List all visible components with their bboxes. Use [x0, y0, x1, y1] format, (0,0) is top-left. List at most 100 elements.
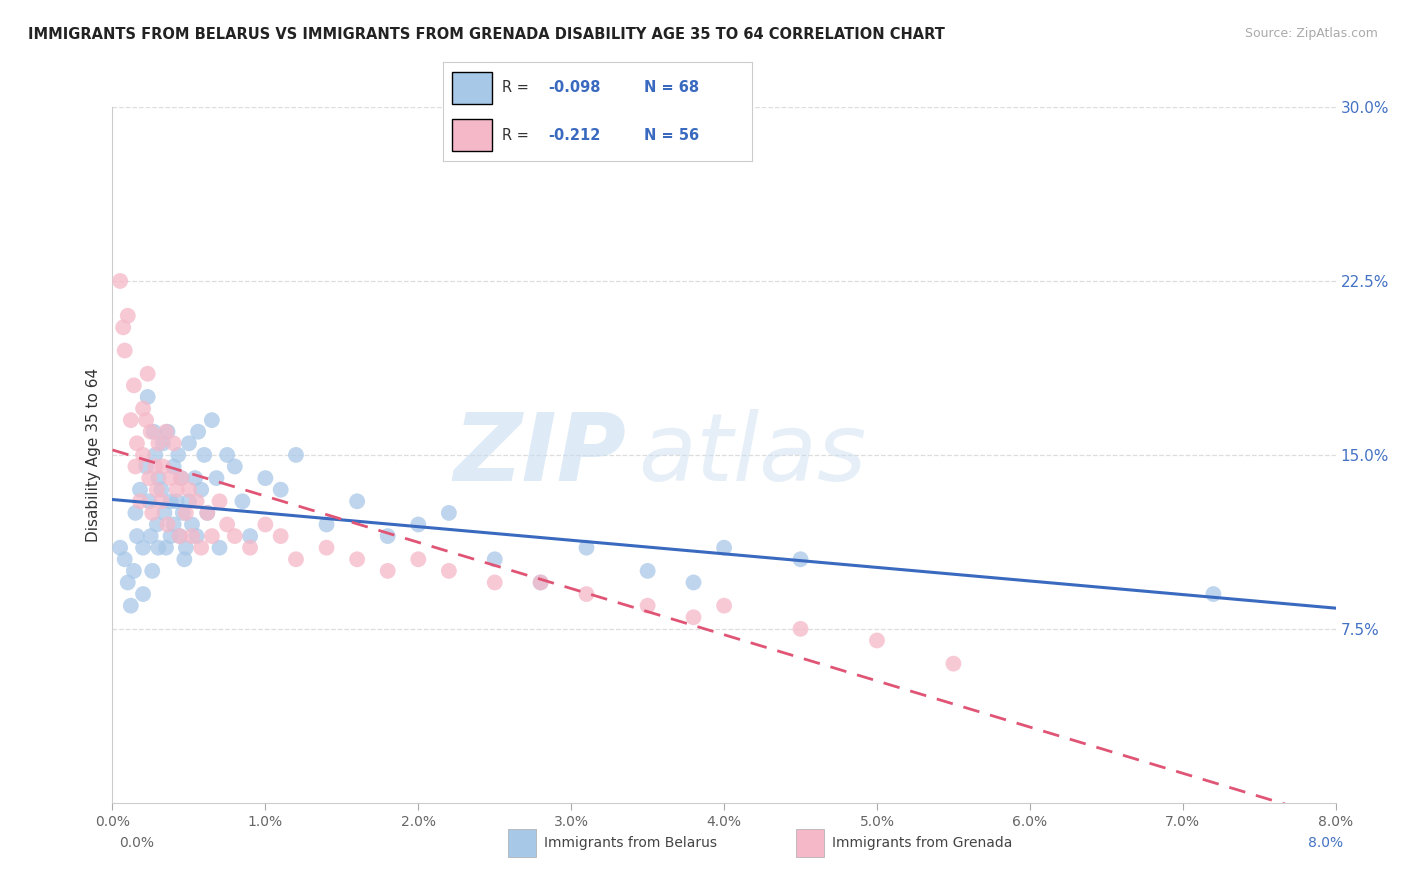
Point: [201, 529, 224, 543]
Point: [170, 471, 193, 485]
Text: -0.098: -0.098: [548, 80, 600, 95]
Point: [163, 459, 186, 474]
Point: [190, 483, 212, 497]
Point: [408, 552, 430, 566]
Point: [167, 448, 190, 462]
Point: [146, 517, 169, 532]
Point: [150, 483, 173, 497]
Point: [484, 552, 506, 566]
Point: [156, 517, 179, 532]
Point: [129, 494, 152, 508]
Point: [713, 541, 735, 555]
Point: [637, 599, 659, 613]
Point: [132, 541, 155, 555]
Point: [575, 541, 598, 555]
Point: [231, 494, 253, 508]
Point: [575, 587, 598, 601]
Point: [132, 401, 155, 416]
Point: [150, 494, 173, 508]
Point: [205, 471, 228, 485]
Point: [156, 425, 179, 439]
Point: [143, 459, 166, 474]
Point: [270, 529, 292, 543]
Text: R =: R =: [502, 128, 533, 143]
Point: [186, 529, 208, 543]
FancyBboxPatch shape: [796, 830, 824, 856]
Point: [177, 494, 200, 508]
Point: [159, 529, 181, 543]
Point: [190, 541, 212, 555]
Point: [141, 564, 163, 578]
Point: [173, 552, 195, 566]
Point: [169, 529, 191, 543]
Text: Source: ZipAtlas.com: Source: ZipAtlas.com: [1244, 27, 1378, 40]
Point: [169, 529, 191, 543]
Point: [139, 425, 162, 439]
Point: [125, 529, 148, 543]
Point: [217, 448, 239, 462]
Point: [138, 494, 160, 508]
Point: [208, 541, 231, 555]
Point: [135, 413, 157, 427]
Point: [193, 448, 215, 462]
Point: [484, 575, 506, 590]
Point: [224, 529, 246, 543]
Point: [148, 471, 170, 485]
Point: [529, 575, 551, 590]
Point: [124, 459, 146, 474]
Point: [1202, 587, 1225, 601]
FancyBboxPatch shape: [508, 830, 536, 856]
Point: [377, 564, 399, 578]
Text: N = 56: N = 56: [644, 128, 699, 143]
Point: [437, 506, 460, 520]
Point: [117, 309, 139, 323]
Point: [529, 575, 551, 590]
Point: [138, 471, 160, 485]
Point: [143, 448, 166, 462]
Point: [148, 436, 170, 450]
Point: [135, 459, 157, 474]
Text: -0.212: -0.212: [548, 128, 600, 143]
Point: [239, 541, 262, 555]
Point: [114, 552, 136, 566]
Point: [124, 506, 146, 520]
Point: [942, 657, 965, 671]
Point: [346, 494, 368, 508]
Point: [254, 517, 277, 532]
Point: [284, 552, 308, 566]
Point: [132, 448, 155, 462]
Point: [136, 390, 159, 404]
Point: [163, 517, 186, 532]
Point: [217, 517, 239, 532]
Point: [117, 575, 139, 590]
Point: [184, 471, 207, 485]
Point: [132, 587, 155, 601]
Point: [789, 552, 811, 566]
Point: [120, 599, 142, 613]
Point: [866, 633, 889, 648]
Point: [112, 320, 135, 334]
Text: ZIP: ZIP: [453, 409, 626, 501]
Point: [181, 529, 204, 543]
Point: [201, 413, 224, 427]
FancyBboxPatch shape: [453, 72, 492, 103]
Point: [155, 425, 177, 439]
Point: [166, 483, 188, 497]
Point: [139, 529, 162, 543]
Point: [177, 436, 200, 450]
Point: [163, 436, 186, 450]
Text: atlas: atlas: [638, 409, 866, 500]
Text: R =: R =: [502, 80, 533, 95]
Text: Immigrants from Grenada: Immigrants from Grenada: [832, 836, 1012, 850]
Point: [177, 483, 200, 497]
Point: [122, 564, 145, 578]
Point: [152, 459, 174, 474]
Point: [408, 517, 430, 532]
Point: [224, 459, 246, 474]
Point: [108, 541, 131, 555]
Text: 0.0%: 0.0%: [120, 836, 155, 850]
Point: [108, 274, 131, 288]
Text: IMMIGRANTS FROM BELARUS VS IMMIGRANTS FROM GRENADA DISABILITY AGE 35 TO 64 CORRE: IMMIGRANTS FROM BELARUS VS IMMIGRANTS FR…: [28, 27, 945, 42]
Point: [682, 610, 704, 624]
Point: [682, 575, 704, 590]
